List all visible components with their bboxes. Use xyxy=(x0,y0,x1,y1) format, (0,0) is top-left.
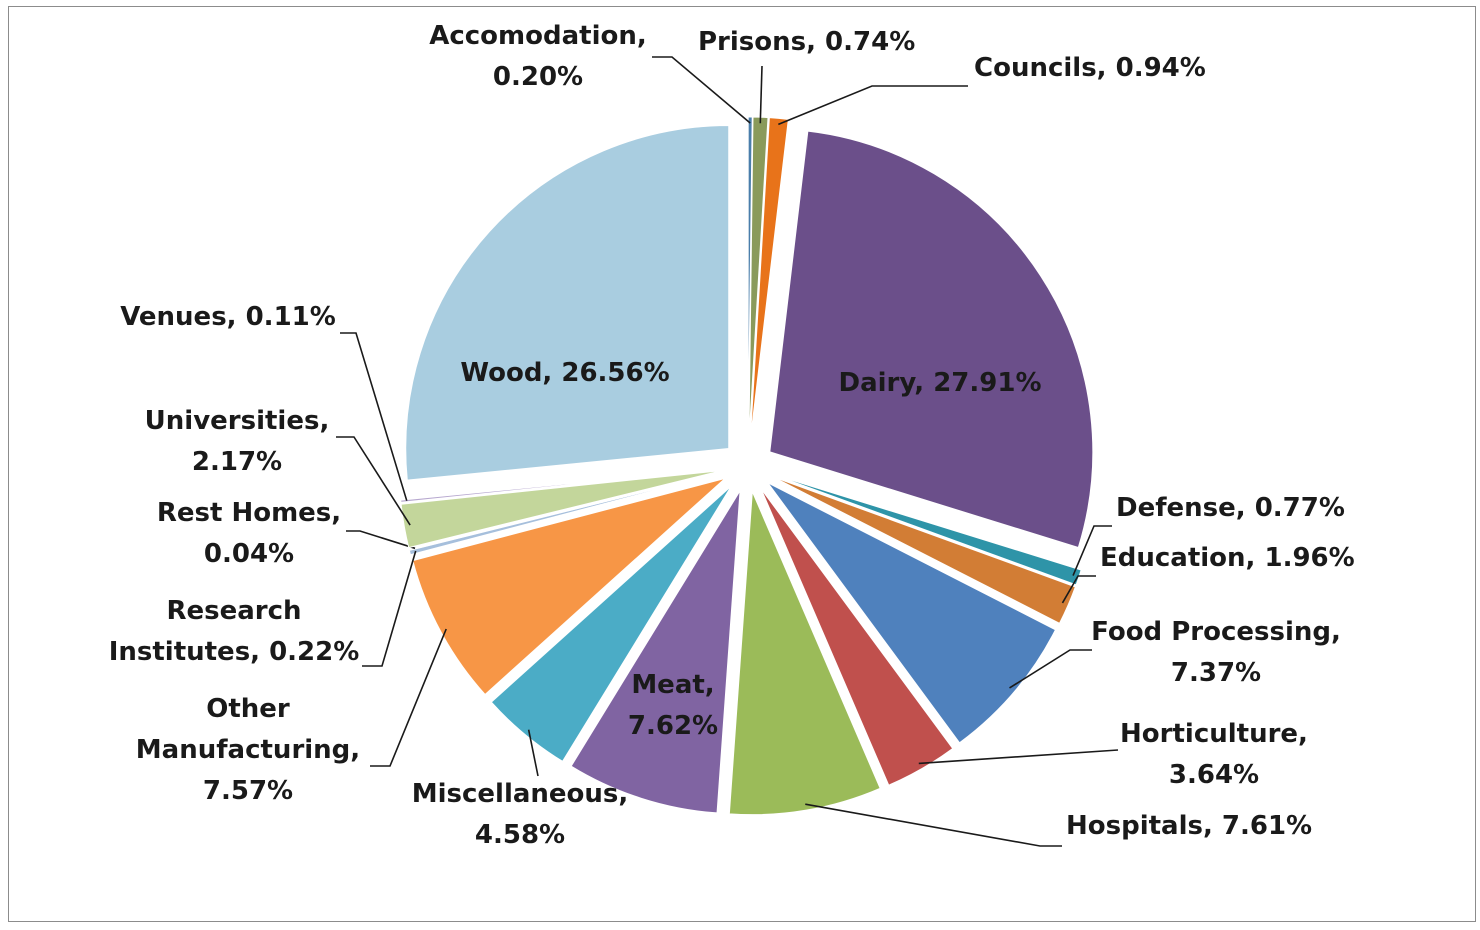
pie-slice-venues xyxy=(400,468,723,503)
data-label-line: Rest Homes, xyxy=(157,498,341,528)
leader-line-councils xyxy=(778,85,968,126)
data-label-line: Councils, 0.94% xyxy=(974,53,1206,83)
data-label-accomodation: Accomodation, 0.20% xyxy=(429,21,647,92)
data-label-hospitals: Hospitals, 7.61% xyxy=(1066,811,1312,841)
data-label-dairy: Dairy, 27.91% xyxy=(838,368,1041,398)
leader-line-rest-homes xyxy=(346,530,416,550)
data-label-education: Education, 1.96% xyxy=(1100,543,1355,573)
leader-line-food-processing xyxy=(1009,649,1092,689)
data-label-line: Manufacturing, xyxy=(136,735,360,765)
pie-slice-defense xyxy=(772,473,1082,586)
data-label-line: 4.58% xyxy=(475,820,565,850)
leader-line-defense xyxy=(1072,525,1112,576)
leader-line-other-manufacturing xyxy=(370,628,447,767)
data-label-line: Venues, 0.11% xyxy=(120,302,336,332)
data-label-research-institutes: Research Institutes, 0.22% xyxy=(109,596,360,667)
data-label-line: Prisons, 0.74% xyxy=(698,27,915,57)
data-label-line: Food Processing, xyxy=(1091,617,1341,647)
data-label-line: 0.04% xyxy=(204,539,294,569)
data-label-line: Institutes, 0.22% xyxy=(109,637,360,667)
data-label-line: Meat, xyxy=(631,670,714,700)
data-label-line: 7.37% xyxy=(1171,658,1261,688)
leader-line-prisons xyxy=(759,65,763,124)
data-label-food-processing: Food Processing, 7.37% xyxy=(1091,617,1341,688)
data-label-line: Accomodation, xyxy=(429,21,647,51)
pie-slice-accomodation xyxy=(747,116,753,441)
data-label-wood: Wood, 26.56% xyxy=(460,358,669,388)
pie-slice-dairy xyxy=(769,130,1094,549)
pie-slice-horticulture xyxy=(760,488,954,786)
data-label-line: 2.17% xyxy=(192,447,282,477)
pie-slice-education xyxy=(771,475,1076,624)
pie-slice-hospitals xyxy=(728,491,881,816)
data-label-line: 3.64% xyxy=(1169,760,1259,790)
data-label-prisons: Prisons, 0.74% xyxy=(698,27,915,57)
data-label-meat: Meat, 7.62% xyxy=(628,670,718,741)
pie-slice-miscellaneous xyxy=(490,485,732,763)
pie-slice-food-processing xyxy=(767,482,1057,744)
leader-line-universities xyxy=(336,436,411,526)
data-label-line: Universities, xyxy=(145,406,330,436)
pie-slice-meat xyxy=(570,490,741,814)
data-label-horticulture: Horticulture, 3.64% xyxy=(1120,719,1308,790)
leader-line-horticulture xyxy=(918,749,1119,765)
pie-slice-rest-homes xyxy=(408,471,723,551)
data-label-line: Hospitals, 7.61% xyxy=(1066,811,1312,841)
data-label-line: Defense, 0.77% xyxy=(1116,493,1345,523)
leader-line-education xyxy=(1061,575,1096,604)
data-label-line: 7.62% xyxy=(628,711,718,741)
leader-line-hospitals xyxy=(805,803,1062,847)
data-label-miscellaneous: Miscellaneous, 4.58% xyxy=(412,779,629,850)
pie-slice-other-manufacturing xyxy=(412,477,726,696)
data-label-defense: Defense, 0.77% xyxy=(1116,493,1345,523)
data-label-councils: Councils, 0.94% xyxy=(974,53,1206,83)
data-label-line: 0.20% xyxy=(493,62,583,92)
leader-line-miscellaneous xyxy=(527,729,539,777)
leader-line-accomodation xyxy=(652,56,751,124)
data-label-line: 7.57% xyxy=(203,776,293,806)
leader-line-research-institutes xyxy=(362,550,417,667)
data-label-venues: Venues, 0.11% xyxy=(120,302,336,332)
data-label-universities: Universities, 2.17% xyxy=(145,406,330,477)
pie-slice-councils xyxy=(749,117,789,441)
pie-slice-wood xyxy=(405,125,730,481)
leader-line-venues xyxy=(340,332,408,501)
data-label-line: Horticulture, xyxy=(1120,719,1308,749)
data-label-line: Other xyxy=(206,694,290,724)
data-label-line: Miscellaneous, xyxy=(412,779,629,809)
data-label-line: Research xyxy=(166,596,301,626)
data-label-line: Wood, 26.56% xyxy=(460,358,669,388)
data-label-other-manufacturing: Other Manufacturing, 7.57% xyxy=(136,694,360,806)
data-label-rest-homes: Rest Homes, 0.04% xyxy=(157,498,341,569)
pie-slice-universities xyxy=(400,469,723,549)
data-label-line: Education, 1.96% xyxy=(1100,543,1355,573)
data-label-line: Dairy, 27.91% xyxy=(838,368,1041,398)
